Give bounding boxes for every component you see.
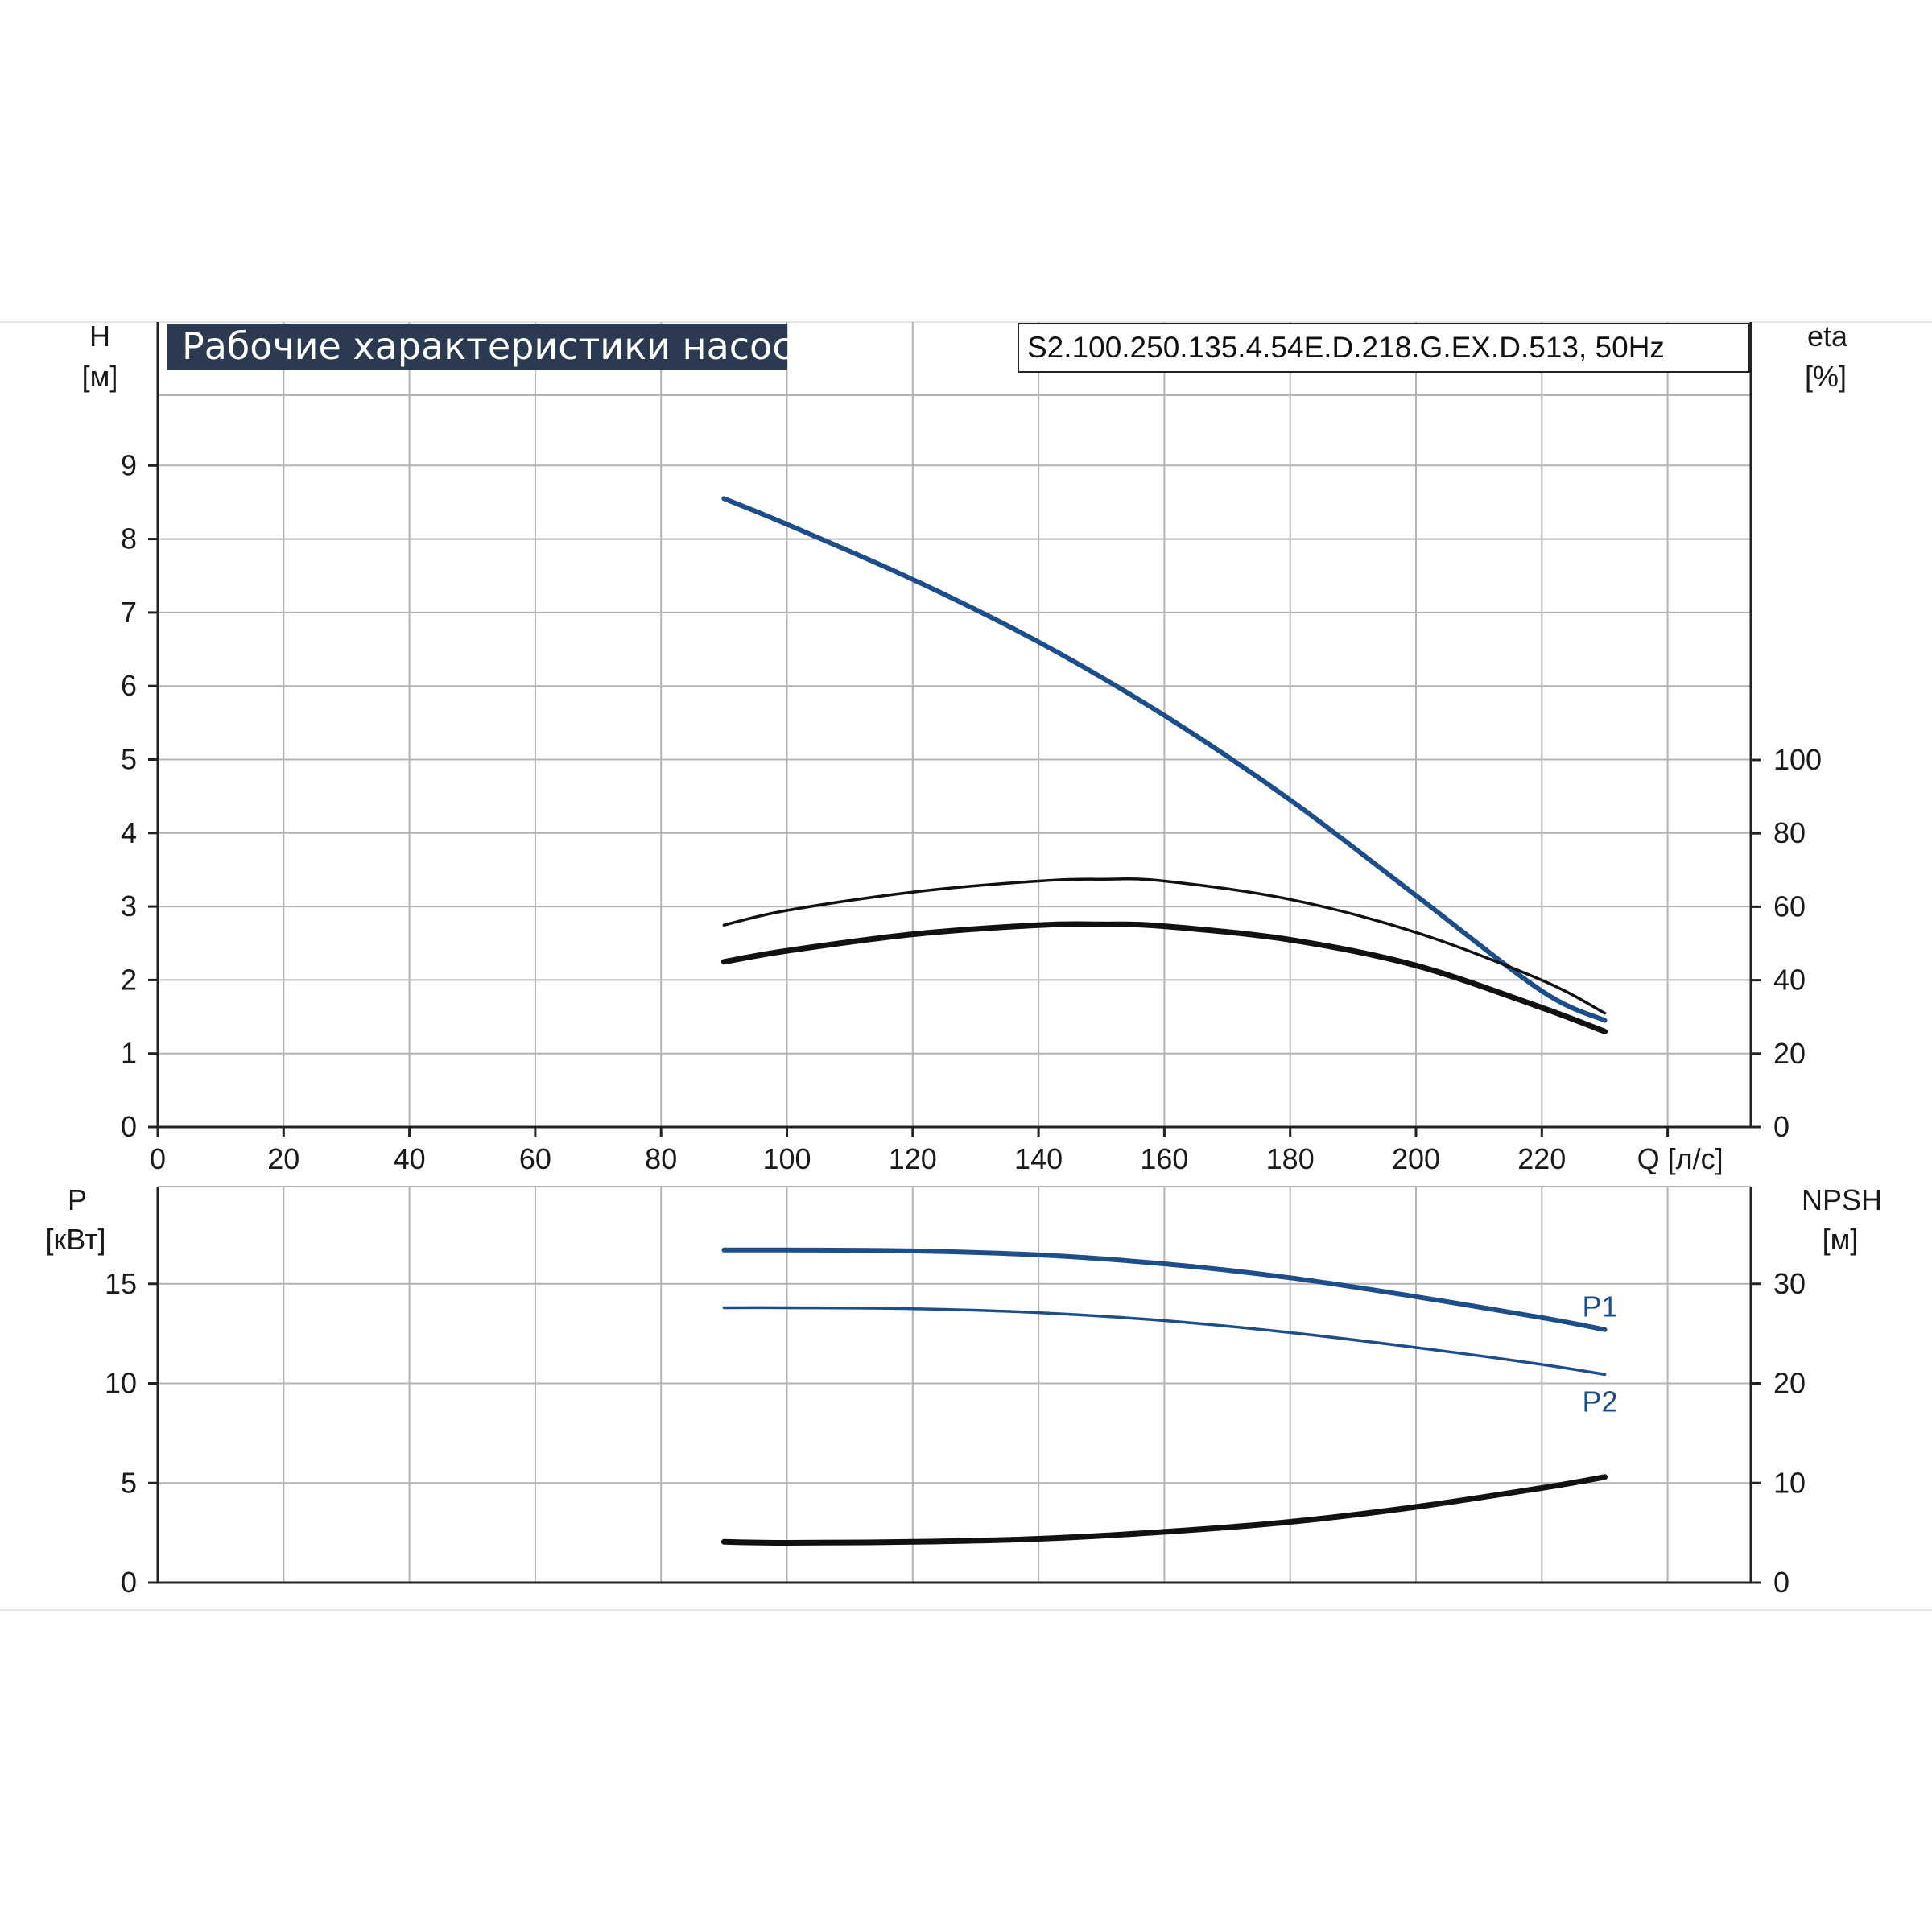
title-background [167,324,787,370]
q-tick-label: 20 [267,1142,299,1175]
eta-axis-title: eta [1807,320,1848,353]
q-tick-label: 60 [519,1142,551,1175]
eta-tick-label: 60 [1773,890,1806,923]
eta-tick-label: 100 [1773,743,1822,776]
top-series [720,496,1608,1034]
top-grid [158,322,1751,1127]
model-box [1018,323,1750,373]
h-tick-label: 2 [121,963,137,996]
axis-labels: H [м] eta [%] P [кВт] NPSH [м] [45,320,1882,1256]
chart-title: Рабочие характеристики насоса [182,324,815,368]
q-tick-label: 160 [1140,1142,1188,1175]
h-tick-label: 8 [121,522,137,555]
top-axes: 0 1 2 3 4 5 6 7 8 9 0 20 40 60 80 100 0 20 40 60 80 100 120 140… [121,322,1822,1175]
h-axis-unit: [м] [82,360,118,393]
h-tick-label: 9 [121,448,137,481]
top-h-curve [721,496,1608,1023]
top-eta-pump-curve [722,877,1607,1015]
bottom-npsh-curve [720,1474,1608,1546]
q-tick-label: 120 [889,1142,937,1175]
h-tick-label: 1 [121,1037,137,1070]
p-tick-label: 10 [105,1367,137,1400]
eta-tick-label: 0 [1773,1110,1790,1143]
q-tick-label: 140 [1014,1142,1063,1175]
eta-tick-label: 40 [1773,964,1806,997]
q-tick-label: 200 [1392,1142,1440,1175]
model-label: S2.100.250.135.4.54E.D.218.G.EX.D.513, 5… [1027,331,1665,364]
bottom-series: P1 P2 [720,1247,1617,1546]
p-axis-unit: [кВт] [45,1223,105,1256]
npsh-axis-title: NPSH [1802,1183,1882,1216]
q-tick-label: 80 [645,1142,677,1175]
h-tick-label: 4 [121,816,137,849]
q-tick-label: 100 [762,1142,811,1175]
npsh-axis-unit: [м] [1823,1223,1859,1256]
eta-tick-label: 80 [1773,816,1806,849]
eta-tick-label: 20 [1773,1037,1806,1070]
q-axis-label: Q [л/с] [1637,1142,1724,1175]
h-tick-label: 0 [121,1110,137,1143]
h-tick-label: 6 [121,669,137,702]
eta-axis-unit: [%] [1805,360,1847,393]
npsh-tick-label: 20 [1773,1367,1806,1400]
q-tick-label: 180 [1266,1142,1315,1175]
bottom-axes: 0 5 10 15 0 10 20 30 [105,1187,1806,1599]
bottom-p1-label: P1 [1582,1290,1617,1323]
bottom-p2-curve [722,1306,1607,1377]
p-tick-label: 15 [105,1267,137,1300]
h-tick-label: 7 [121,596,137,629]
p-axis-title: P [68,1183,87,1216]
p-tick-label: 5 [121,1466,137,1499]
top-eta-total-curve [720,921,1608,1034]
bottom-grid [158,1186,1751,1583]
p-tick-label: 0 [121,1566,137,1599]
q-tick-label: 0 [150,1142,166,1175]
h-tick-label: 5 [121,743,137,776]
npsh-tick-label: 10 [1773,1466,1806,1499]
bottom-p2-label: P2 [1582,1385,1617,1418]
q-tick-label: 40 [394,1142,426,1175]
h-axis-title: H [89,320,110,353]
npsh-tick-label: 30 [1773,1267,1806,1300]
npsh-tick-label: 0 [1773,1566,1790,1599]
bottom-p1-curve [721,1247,1608,1332]
h-tick-label: 3 [121,890,137,923]
q-tick-label: 220 [1517,1142,1566,1175]
